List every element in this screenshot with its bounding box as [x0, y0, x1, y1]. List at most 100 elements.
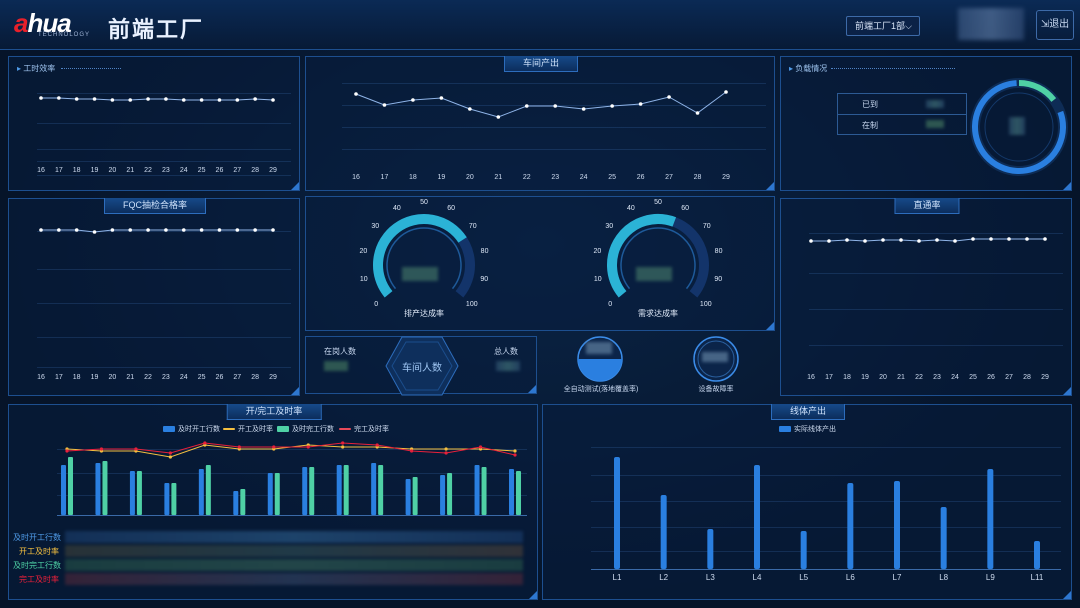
data-point	[439, 96, 444, 100]
gauges	[373, 214, 709, 298]
x-tick-label: 24	[951, 374, 959, 381]
bar-open	[405, 479, 411, 515]
open-close-chart	[61, 441, 521, 515]
logout-button[interactable]: ⇲退出	[1036, 10, 1074, 40]
x-tick-label: 29	[269, 374, 277, 381]
x-tick-label: 29	[1041, 374, 1049, 381]
x-tick-label: L11	[1030, 573, 1044, 582]
data-point	[444, 447, 448, 451]
x-tick-label: 18	[843, 374, 851, 381]
x-tick-label: 22	[522, 174, 531, 181]
bar-open	[440, 475, 446, 515]
gauge-tick-label: 10	[359, 275, 368, 283]
gauge-left-label: 排产达成率	[404, 309, 444, 318]
x-tick-label: L7	[892, 573, 902, 582]
bar-close	[378, 465, 384, 515]
staff-panel: 在岗人数 总人数 车间人数	[305, 336, 537, 396]
x-tick-label: 22	[915, 374, 923, 381]
data-point	[272, 445, 276, 449]
x-tick-label: L9	[985, 573, 995, 582]
bar-close	[68, 457, 73, 515]
data-point	[128, 228, 133, 232]
gauge-fill	[373, 214, 467, 298]
data-point	[271, 228, 275, 232]
x-tick-label: 27	[233, 374, 242, 381]
open-close-panel: 开/完工及时率 及时开工行数 开工及时率 及时完工行数 完工及时率 及时开工行数…	[8, 404, 538, 600]
x-tick-label: 16	[37, 374, 45, 381]
x-tick-label: 17	[54, 167, 63, 174]
page-title: 前端工厂	[108, 17, 205, 42]
data-point	[899, 238, 903, 242]
data-point	[524, 104, 529, 108]
x-tick-label: 18	[72, 374, 81, 381]
panel-title: 开/完工及时率	[226, 404, 322, 420]
dept-select[interactable]: 前端工厂1部 ⌵	[846, 16, 920, 36]
bar-open	[509, 469, 514, 515]
data-point	[989, 237, 993, 241]
brand-logo-sub: TECHNOLOGY	[38, 32, 91, 38]
x-tick-label: 16	[37, 167, 45, 174]
data-point	[199, 228, 204, 232]
x-tick-label: 24	[179, 374, 188, 381]
data-point	[164, 97, 168, 101]
x-tick-label: 25	[197, 167, 206, 174]
x-tick-label: 17	[825, 374, 833, 381]
x-tick-label: 28	[1023, 374, 1031, 381]
bar-open	[129, 471, 135, 515]
data-point	[1043, 237, 1047, 241]
legend-item: 及时开工行数	[163, 424, 220, 434]
x-tick-label: 20	[879, 374, 887, 381]
x-tick-label: L3	[705, 573, 715, 582]
data-point	[953, 239, 957, 243]
chevron-down-icon: ⌵	[905, 21, 912, 31]
data-point	[375, 443, 379, 447]
bar	[800, 531, 807, 569]
data-point	[217, 98, 222, 102]
x-tick-label: 20	[108, 374, 117, 381]
efficiency-line-chart	[39, 96, 275, 102]
x-tick-label: 27	[1005, 374, 1013, 381]
data-point	[610, 104, 614, 108]
gauge-tick-label: 50	[654, 199, 662, 206]
panel-title: 负载情况	[789, 63, 827, 74]
bar-open	[61, 465, 66, 515]
fqc-line-chart	[39, 228, 275, 234]
bar-open	[302, 467, 308, 515]
bar-close	[516, 471, 521, 515]
bar	[754, 465, 760, 569]
bar-open	[336, 465, 342, 515]
user-info	[958, 8, 1024, 40]
data-point	[253, 228, 257, 232]
gauge-tick-label: 90	[714, 275, 723, 283]
bar-close	[205, 465, 211, 515]
bar-open	[233, 491, 239, 515]
total-label: 总人数	[494, 347, 518, 356]
x-tick-label: 19	[90, 167, 99, 174]
data-point	[863, 239, 867, 243]
equip-fault-label: 设备故障率	[698, 386, 734, 393]
bar	[987, 469, 994, 569]
data-point	[411, 98, 415, 102]
gauge-tick-label: 60	[447, 205, 455, 213]
data-point	[341, 445, 345, 449]
gauge-tick-label: 10	[593, 275, 602, 283]
data-point	[92, 97, 97, 101]
x-tick-label: 18	[409, 174, 417, 181]
gauge-tick-label: 80	[480, 247, 489, 255]
x-tick-label: 19	[861, 374, 869, 381]
data-point	[478, 445, 483, 449]
header: ahua TECHNOLOGY 前端工厂 前端工厂1部 ⌵ ⇲退出	[0, 0, 1080, 50]
x-tick-label: 25	[197, 374, 206, 381]
output-line-chart	[354, 90, 728, 119]
data-point	[199, 98, 204, 102]
gauge-tick-label: 100	[465, 300, 478, 308]
data-point	[306, 445, 310, 449]
row-label: 及时完工行数	[13, 561, 61, 570]
auto-test-label: 全自动测试(落地覆盖率)	[563, 386, 639, 393]
x-tick-label: 28	[693, 174, 702, 181]
line-output-bar-chart	[614, 457, 1040, 569]
bar-close	[171, 483, 177, 515]
x-tick-label: L2	[659, 573, 669, 582]
bar-open	[267, 473, 273, 515]
